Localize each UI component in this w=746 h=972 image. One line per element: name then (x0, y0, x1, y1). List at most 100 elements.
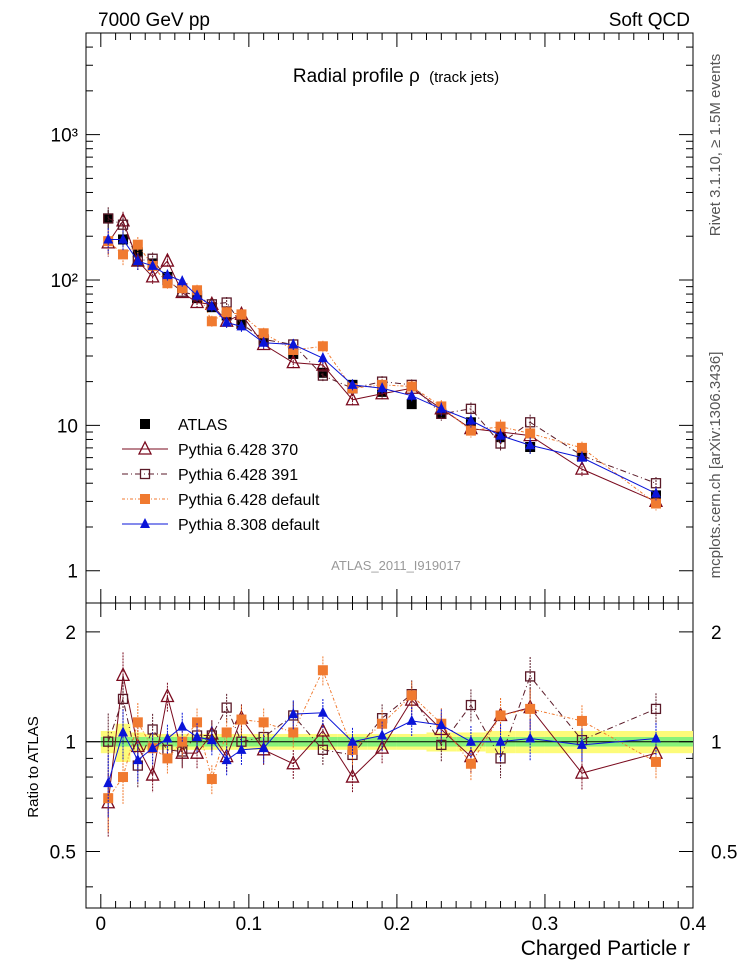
main-series-layer (101, 207, 664, 511)
series-line (107, 219, 657, 502)
data-point (406, 381, 417, 392)
data-point (317, 341, 328, 352)
data-point (221, 307, 232, 318)
data-point (206, 316, 217, 327)
data-point (177, 283, 188, 294)
data-point (258, 328, 269, 339)
ratio-data-point (406, 690, 417, 701)
ratio-data-point (258, 742, 269, 753)
ratio-data-point (288, 708, 299, 719)
ratio-data-point (221, 702, 232, 713)
ratio-data-point (465, 699, 477, 711)
x-axis-label: Charged Particle r (521, 937, 690, 960)
ratio-data-point (465, 735, 476, 746)
data-point (206, 300, 217, 311)
ratio-data-point (160, 688, 175, 703)
ratio-y-tick-label-right: 2 (711, 623, 722, 644)
ratio-y-axis-label: Ratio to ATLAS (25, 716, 42, 817)
data-point (525, 439, 536, 450)
ratio-data-point (650, 732, 661, 743)
ratio-data-point (236, 714, 247, 725)
ratio-data-point (576, 738, 587, 749)
ratio-data-point (525, 732, 536, 743)
ratio-data-point (189, 744, 205, 759)
data-point (317, 367, 328, 378)
ratio-axis-ticks: 0 0.1 0.2 0.3 0.4 0.5 0.5 1 1 2 2 (50, 33, 737, 935)
ratio-data-point (162, 753, 173, 764)
ratio-plot-frame (85, 602, 694, 909)
data-point (288, 338, 299, 349)
ratio-data-point (406, 714, 417, 725)
ratio-data-point (375, 739, 390, 754)
ratio-data-point (103, 736, 114, 747)
legend-label: Pythia 6.428 391 (178, 467, 298, 484)
data-point (118, 233, 129, 244)
legend-marker (140, 518, 150, 528)
ratio-series-layer (101, 652, 664, 838)
data-point (160, 252, 175, 267)
data-point (650, 498, 661, 509)
ratio-data-point (132, 754, 143, 765)
ratio-y-tick-label-right: 1 (711, 733, 722, 754)
ratio-data-point (574, 764, 590, 779)
ratio-data-point (436, 719, 447, 730)
ratio-y-tick-label: 0.5 (50, 842, 76, 863)
main-axis-ticks: 1 10 10² 10³ (51, 32, 693, 583)
main-y-tick-label: 10² (51, 271, 78, 292)
ratio-data-point (118, 726, 129, 737)
ratio-data-point (345, 768, 360, 783)
ratio-series-line (107, 675, 657, 803)
legend-marker (139, 468, 151, 480)
ratio-data-point (175, 744, 190, 759)
series-line (108, 238, 657, 494)
ratio-data-point (103, 777, 114, 788)
ratio-data-point (117, 693, 129, 705)
ratio-data-point (576, 715, 587, 726)
data-point (162, 269, 173, 280)
series-line (107, 240, 657, 504)
legend-label: Pythia 8.308 default (178, 517, 320, 534)
legend-marker (137, 440, 153, 455)
x-tick-label: 0.2 (384, 914, 410, 935)
ratio-y-tick-label: 1 (65, 733, 76, 754)
ratio-data-point (147, 742, 158, 753)
data-point (192, 289, 203, 300)
ratio-data-point (495, 735, 506, 746)
data-point (117, 219, 129, 230)
data-point (525, 428, 536, 439)
data-point (317, 370, 329, 381)
data-point (103, 213, 114, 224)
main-y-tick-label: 10³ (51, 126, 78, 147)
ratio-data-point (650, 703, 662, 715)
legend-entry: Pythia 8.308 default (122, 517, 320, 534)
data-point (103, 233, 114, 244)
ratio-data-point (162, 732, 173, 743)
x-tick-label: 0.1 (236, 914, 262, 935)
ratio-data-point (525, 703, 536, 714)
data-point (576, 442, 587, 453)
data-point (377, 382, 388, 393)
x-tick-label: 0.4 (680, 914, 707, 935)
chart-title-main: Radial profile ρ (293, 66, 420, 87)
ratio-data-point (465, 758, 476, 769)
ratio-y-tick-label: 2 (65, 623, 76, 644)
data-point (495, 421, 506, 432)
data-point (465, 425, 476, 436)
data-point (147, 259, 158, 270)
ratio-data-point (145, 766, 160, 781)
mcplots-label: mcplots.cern.ch [arXiv:1306.3436] (707, 352, 724, 579)
data-point (162, 278, 173, 289)
ratio-data-point (177, 720, 188, 731)
ratio-data-point (377, 718, 388, 729)
data-point (236, 320, 247, 331)
legend-label: Pythia 6.428 default (178, 492, 320, 509)
data-point (347, 378, 358, 389)
ratio-data-point (347, 735, 358, 746)
x-tick-label: 0.3 (532, 914, 558, 935)
ratio-data-point (377, 729, 388, 740)
data-point (177, 275, 188, 286)
main-y-tick-label: 10 (57, 416, 78, 437)
legend-label: ATLAS (178, 417, 228, 434)
ratio-series-line (107, 675, 657, 768)
